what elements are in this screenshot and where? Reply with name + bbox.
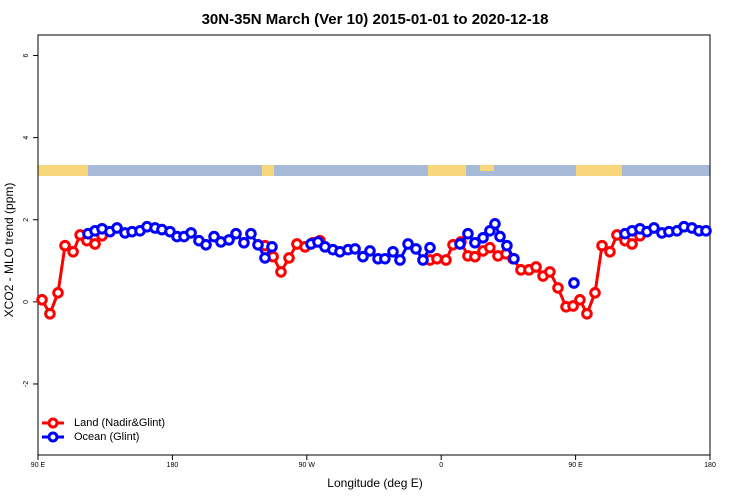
point xyxy=(200,238,212,251)
point xyxy=(357,250,369,263)
point xyxy=(266,241,278,253)
y-tick-label: -2 xyxy=(23,381,30,387)
point xyxy=(431,252,443,265)
legend-label: Land (Nadir&Glint) xyxy=(74,417,165,429)
point xyxy=(36,294,48,306)
point xyxy=(589,287,601,299)
legend-label: Ocean (Glint) xyxy=(74,431,139,443)
y-axis-label: XCO2 - MLO trend (ppm) xyxy=(2,183,16,318)
point xyxy=(484,241,496,254)
point xyxy=(501,239,513,252)
y-tick-label: 6 xyxy=(23,53,30,57)
x-tick-label: 90 W xyxy=(299,462,316,469)
point xyxy=(223,234,235,246)
point xyxy=(44,307,56,320)
point xyxy=(185,227,197,239)
y-tick-label: 2 xyxy=(23,218,30,222)
x-tick-label: 180 xyxy=(167,462,179,469)
point xyxy=(489,218,501,230)
point xyxy=(596,239,608,252)
x-tick-label: 0 xyxy=(439,462,443,469)
chart-title: 30N-35N March (Ver 10) 2015-01-01 to 202… xyxy=(202,11,549,28)
point xyxy=(67,245,79,258)
point xyxy=(364,245,376,257)
point xyxy=(440,254,452,266)
point xyxy=(410,243,422,255)
point xyxy=(379,252,391,265)
point xyxy=(604,245,616,258)
point xyxy=(252,238,264,251)
legend-marker xyxy=(47,417,59,429)
point xyxy=(275,266,287,278)
point xyxy=(574,294,586,306)
point xyxy=(454,238,466,250)
map-strip xyxy=(38,165,710,176)
x-axis-label: Longitude (deg E) xyxy=(327,476,422,490)
point xyxy=(259,252,271,264)
point xyxy=(230,227,242,240)
point xyxy=(568,277,580,289)
y-tick-label: 0 xyxy=(23,300,30,304)
point xyxy=(89,238,101,250)
point xyxy=(387,245,399,258)
point xyxy=(626,238,638,250)
x-tick-label: 180 xyxy=(704,462,716,469)
point xyxy=(417,254,429,266)
point xyxy=(648,222,660,234)
point xyxy=(245,227,257,240)
point xyxy=(700,225,712,237)
point xyxy=(424,241,436,254)
x-tick-label: 90 E xyxy=(568,462,583,469)
point xyxy=(238,236,250,249)
point xyxy=(567,300,579,312)
x-tick-label: 90 E xyxy=(31,462,46,469)
plot-frame xyxy=(37,34,711,456)
y-tick-label: 4 xyxy=(23,136,30,140)
point xyxy=(494,230,506,243)
legend-marker xyxy=(47,431,59,443)
point xyxy=(394,254,406,266)
point xyxy=(477,232,489,244)
point xyxy=(111,222,123,234)
point xyxy=(544,266,556,278)
point xyxy=(552,282,564,294)
point xyxy=(59,239,71,252)
point xyxy=(469,250,481,263)
point xyxy=(462,227,474,240)
point xyxy=(581,307,593,320)
point xyxy=(52,287,64,299)
point xyxy=(283,252,295,264)
point xyxy=(530,261,542,273)
point xyxy=(469,236,481,249)
point xyxy=(508,252,520,265)
point xyxy=(402,238,414,250)
point xyxy=(349,243,361,255)
